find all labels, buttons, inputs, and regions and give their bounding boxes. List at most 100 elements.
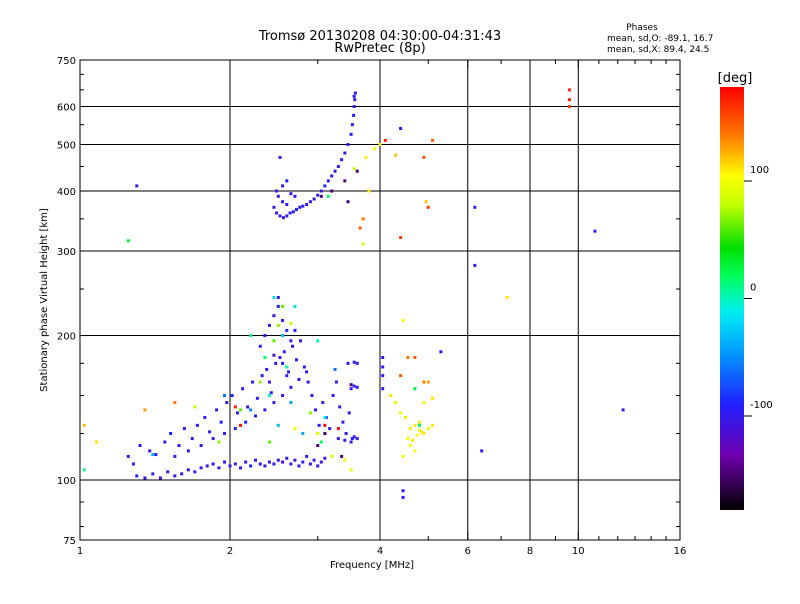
data-point [239,408,243,412]
data-point [346,361,350,365]
colorbar-tick-label: -100 [750,400,773,411]
x-tick-label: 8 [527,546,533,557]
data-point [567,88,571,92]
data-point [439,350,443,354]
data-point [151,453,155,457]
data-point [417,428,421,432]
x-tick-label: 4 [377,546,383,557]
data-point [406,355,410,359]
data-point [278,355,282,359]
data-point [295,358,299,362]
data-point [330,454,334,458]
data-point [272,339,276,343]
data-point [195,423,199,427]
data-point [239,423,243,427]
data-point [352,94,356,98]
data-point [340,454,344,458]
y-tick-label: 400 [57,187,76,198]
data-point [336,437,340,441]
data-point [205,464,209,468]
data-point [347,411,351,415]
data-point [286,370,290,374]
data-point [285,365,289,369]
data-point [401,495,405,499]
data-point [143,476,147,480]
data-point [298,339,302,343]
data-point [341,420,345,424]
data-point [352,435,356,439]
data-point [355,361,359,365]
data-point [306,380,310,384]
data-point [312,458,316,462]
data-point [272,205,276,209]
grid-layer [80,60,680,540]
data-point [323,432,327,436]
data-point [361,242,365,246]
colorbar-tick-label: 100 [750,165,769,176]
data-point [215,408,219,412]
data-point [169,432,173,436]
data-point [302,365,306,369]
data-point [422,155,426,159]
data-point [413,449,417,453]
x-tick-label: 10 [572,546,585,557]
data-point [281,460,285,464]
data-point [480,449,484,453]
x-tick-label: 16 [674,546,687,557]
data-point [285,179,289,183]
data-point [193,470,197,474]
data-point [305,202,309,206]
data-point [333,367,337,371]
data-point [305,454,309,458]
data-point [272,296,276,300]
data-point [323,415,327,419]
data-point [321,401,325,405]
data-point [276,323,280,327]
data-point [267,380,271,384]
data-point [186,449,190,453]
data-point [285,374,289,378]
data-point [364,155,368,159]
data-point [126,239,130,243]
data-point [276,304,280,308]
data-point [276,458,280,462]
data-point [431,396,435,400]
data-point [233,462,237,466]
data-point [233,427,237,431]
data-point [258,344,262,348]
data-point [267,394,271,398]
data-point [190,437,194,441]
data-point [431,138,435,142]
data-point [211,462,215,466]
data-point [340,158,344,162]
data-point [383,138,387,142]
data-point [251,380,255,384]
phases-title: Phases [626,23,658,33]
data-point [426,427,430,431]
data-point [336,164,340,168]
y-tick-label: 500 [57,141,76,152]
data-point [135,474,139,478]
data-point [223,432,227,436]
data-point [394,401,398,405]
data-point [312,197,316,201]
data-point [166,470,170,474]
data-point [281,184,285,188]
data-point [154,453,158,457]
data-point [426,205,430,209]
data-point [269,391,273,395]
data-point [253,414,257,418]
data-point [293,328,297,332]
data-point [295,208,299,212]
data-point [330,189,334,193]
data-point [182,427,186,431]
x-tick-label: 6 [465,546,471,557]
data-point [253,458,257,462]
data-point [381,365,385,369]
data-point [319,440,323,444]
data-point [211,437,215,441]
data-point [285,456,289,460]
data-point [281,318,285,322]
data-point [291,344,295,348]
data-point [399,126,403,130]
